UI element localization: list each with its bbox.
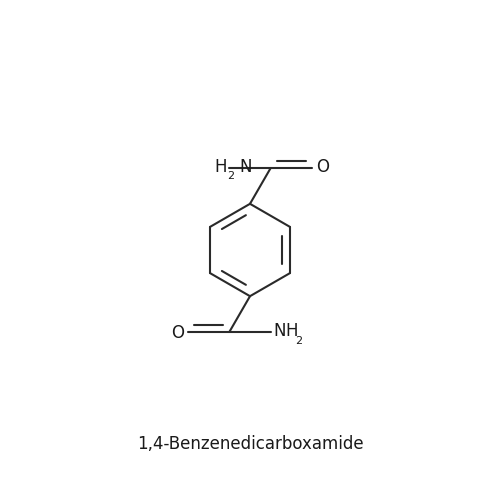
Text: N: N bbox=[273, 322, 285, 340]
Text: 1,4-Benzenedicarboxamide: 1,4-Benzenedicarboxamide bbox=[136, 436, 364, 454]
Text: H: H bbox=[285, 322, 298, 340]
Text: 2: 2 bbox=[227, 171, 234, 181]
Text: H: H bbox=[214, 158, 227, 176]
Text: 2: 2 bbox=[295, 336, 302, 346]
Text: N: N bbox=[239, 158, 252, 176]
Text: O: O bbox=[316, 158, 329, 176]
Text: O: O bbox=[171, 324, 184, 342]
